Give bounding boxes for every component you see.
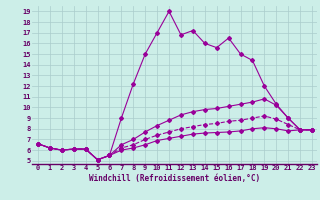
X-axis label: Windchill (Refroidissement éolien,°C): Windchill (Refroidissement éolien,°C) <box>89 174 260 183</box>
